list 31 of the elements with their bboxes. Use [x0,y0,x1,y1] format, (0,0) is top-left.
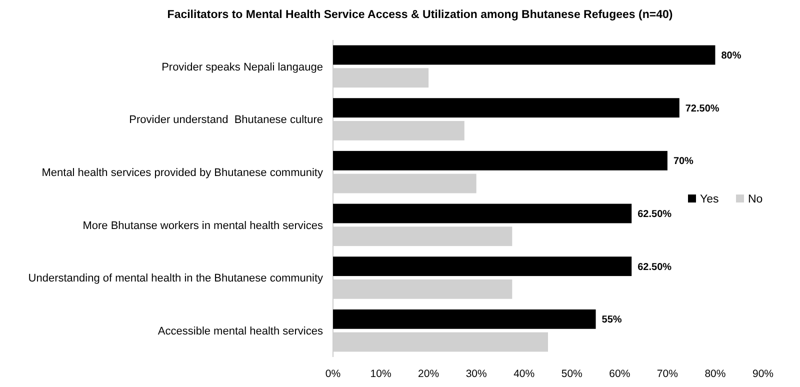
x-tick-label: 30% [466,368,487,380]
data-label: 70% [673,156,694,168]
legend-label: Yes [700,194,720,206]
data-label: 62.50% [638,208,672,220]
legend-label: No [748,194,763,206]
bar [333,309,596,329]
x-tick-label: 10% [370,368,392,380]
x-tick-label: 0% [325,368,341,380]
y-tick-label: Mental health services provided by Bhutanese community [42,166,324,179]
y-tick-label: Provider speaks Nepali langauge [162,61,323,74]
y-tick-label: Accessible mental health services [158,325,324,338]
bar [333,150,668,170]
bar [333,45,716,65]
x-tick-label: 40% [514,368,535,380]
chart-title: Facilitators to Mental Health Service Access & Utilization among Bhutanese Refugees (n=40) [167,9,673,21]
bar [333,98,680,118]
y-tick-label: Provider understand Bhutanese culture [129,114,323,126]
x-tick-label: 20% [418,368,440,380]
data-label: 72.50% [685,103,720,114]
x-tick-label: 70% [656,368,678,380]
x-tick-label: 50% [561,368,582,380]
data-label: 80% [721,50,742,62]
data-label: 55% [602,314,622,326]
bar [333,256,632,276]
x-tick-label: 80% [704,368,726,380]
x-tick-label: 90% [752,368,774,380]
y-tick-label: More Bhutanse workers in mental health services [82,220,324,232]
y-tick-label: Understanding of mental health in the Bhutanese community [28,272,324,285]
bar [333,204,632,224]
data-label: 62.50% [638,262,672,273]
x-tick-label: 60% [609,368,630,380]
